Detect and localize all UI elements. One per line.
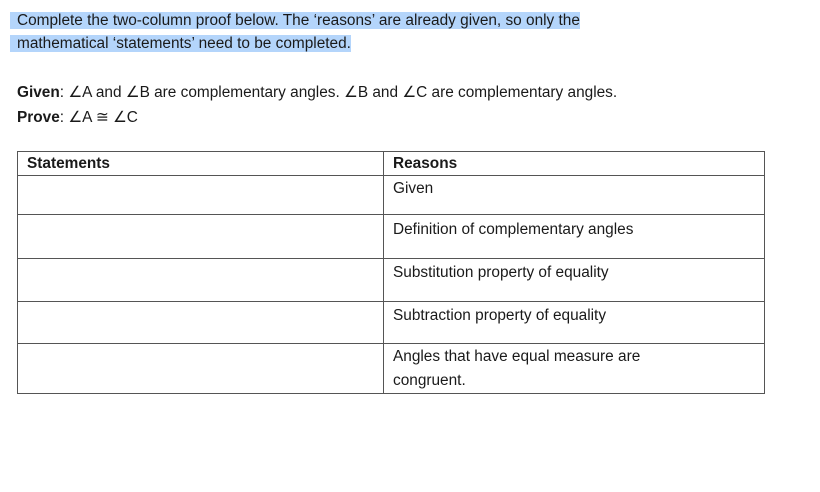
reason-cell: Given [383,175,765,215]
prove-label: Prove [17,109,60,126]
instructions-line-1: Complete the two-column proof below. The… [17,12,580,29]
proof-table: Statements Reasons Given Definition of c… [17,151,765,394]
table-row: Given [17,175,765,215]
reason-cell: Subtraction property of equality [383,301,765,344]
instructions: Complete the two-column proof below. The… [17,10,580,55]
statement-cell[interactable] [17,214,384,259]
prove-text: ∠A ≅ ∠C [68,109,138,126]
given-label: Given [17,84,60,101]
statement-cell[interactable] [17,343,384,394]
table-row: Definition of complementary angles [17,214,765,259]
header-statements: Statements [17,151,384,176]
instructions-line-2: mathematical ‘statements’ need to be com… [17,34,351,52]
reason-cell: Angles that have equal measure are congr… [383,343,765,394]
header-reasons: Reasons [383,151,765,176]
statement-cell[interactable] [17,258,384,302]
table-row: Angles that have equal measure are congr… [17,343,765,394]
table-row: Substitution property of equality [17,258,765,302]
statement-cell[interactable] [17,175,384,215]
table-header: Statements Reasons [17,151,765,176]
given-text: ∠A and ∠B are complementary angles. ∠B a… [68,84,618,101]
prove-line: Prove: ∠A ≅ ∠C [17,109,138,126]
given-prove: Given: ∠A and ∠B are complementary angle… [17,80,617,130]
given-line: Given: ∠A and ∠B are complementary angle… [17,84,618,101]
statement-cell[interactable] [17,301,384,344]
reason-cell: Substitution property of equality [383,258,765,302]
table-row: Subtraction property of equality [17,301,765,344]
reason-cell: Definition of complementary angles [383,214,765,259]
